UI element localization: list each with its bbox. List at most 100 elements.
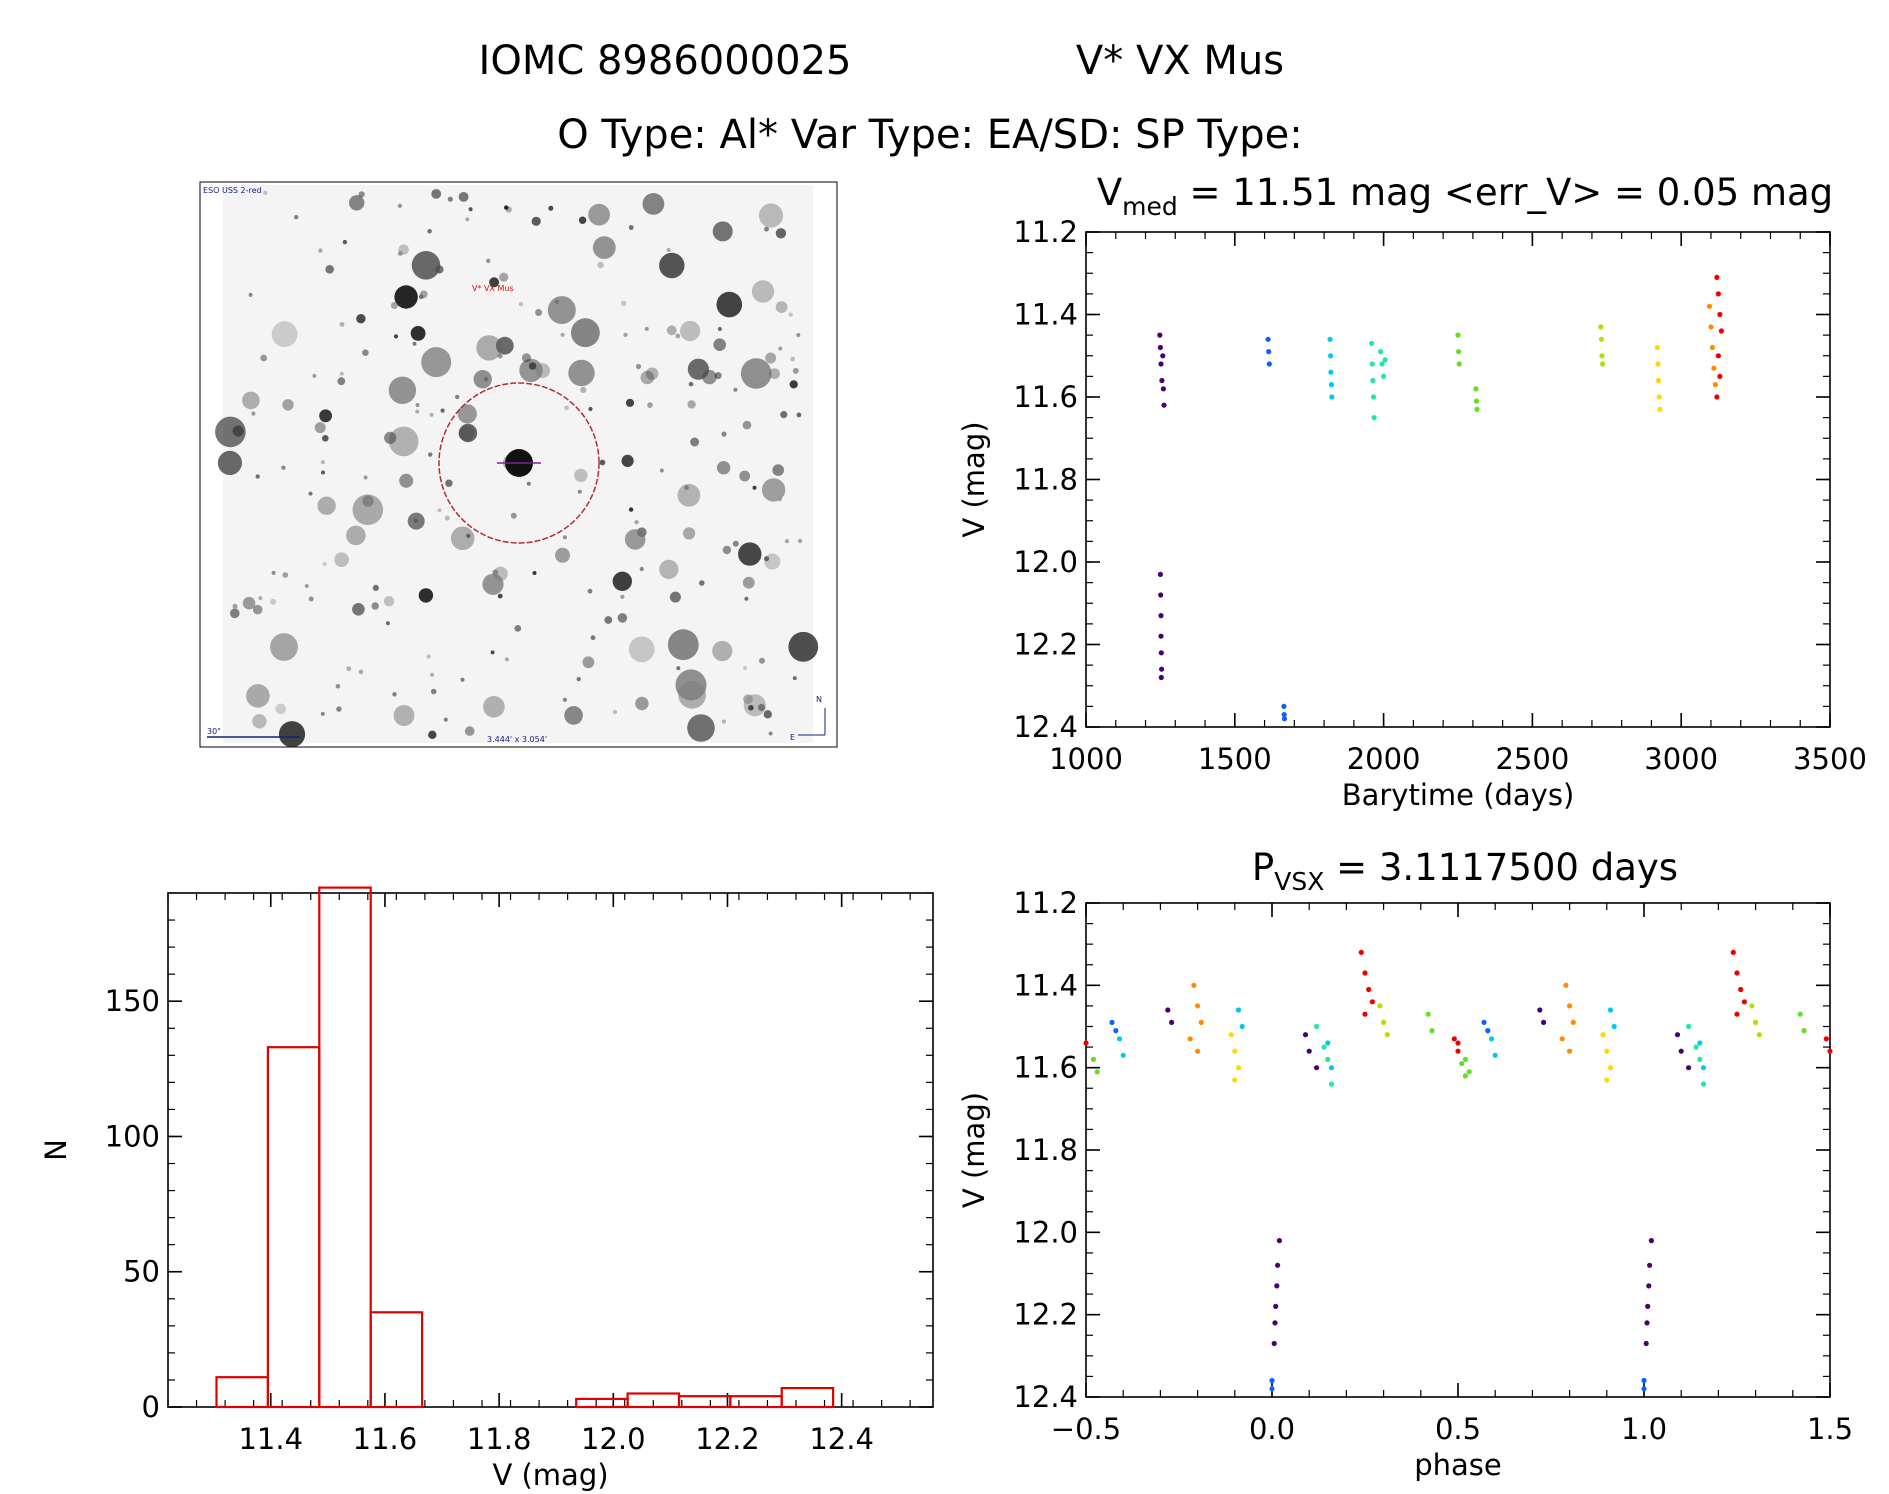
star [769,368,780,380]
x-tick-label: 11.4 [238,1422,303,1456]
data-point [1823,1036,1829,1042]
histogram-bar [575,1397,629,1409]
star [526,481,531,486]
star [486,258,491,263]
star [294,214,299,220]
star [775,301,788,313]
data-point [1559,1036,1565,1042]
star [334,552,349,567]
x-tick-label: 1.0 [1621,1412,1667,1446]
x-tick-label: −0.5 [1051,1412,1121,1446]
star [792,367,799,374]
data-point [1266,361,1272,367]
data-point [1708,324,1714,330]
data-point [1697,1040,1703,1046]
star [758,203,784,228]
star [384,431,397,444]
star [761,478,786,502]
data-point [1329,394,1335,400]
series-group6 [1377,1003,1762,1038]
light-curve-chart: 1000 1500 2000 2500 3000 3500 11.2 11.4 11.6 11.8… [957,171,1867,812]
star [318,248,323,253]
star [639,566,644,572]
y-tick-label: 12.0 [1013,1215,1078,1249]
data-point [1604,1048,1610,1054]
data-point [1641,1377,1647,1384]
star [721,719,727,724]
star-field [215,189,819,748]
target-label: V* VX Mus [472,284,514,293]
data-point [1158,674,1164,681]
data-point [1611,1023,1617,1030]
data-point [1753,1019,1759,1025]
star [217,450,242,475]
star [535,309,543,316]
star [482,573,504,595]
star [252,714,267,729]
star [428,730,437,739]
data-point [1654,344,1660,351]
data-point [1570,1019,1576,1025]
star [659,559,679,580]
data-point [1158,613,1164,619]
star [564,706,583,725]
data-point [1113,1028,1119,1034]
star [562,535,567,540]
star [764,556,770,562]
data-point [1456,361,1462,367]
data-point [1827,1048,1833,1054]
star [548,205,554,211]
data-point [1647,1262,1653,1268]
star [308,491,313,496]
star [642,193,665,215]
star [712,221,733,242]
star [659,468,664,473]
star [716,461,731,475]
star [429,412,434,417]
scale-label: 30" [207,727,221,736]
data-point [1160,353,1166,359]
star [784,539,789,544]
star [684,485,689,490]
data-point [1456,349,1462,355]
histogram-bar [318,886,372,1409]
data-point [1425,1011,1431,1017]
x-tick-label: 0.0 [1249,1412,1295,1446]
y-tick-label: 11.4 [1013,968,1078,1002]
star [562,697,568,702]
x-tick-label: 3500 [1793,742,1867,776]
star [230,608,240,619]
title-object-id: IOMC 8986000025 [479,38,852,84]
data-point [1756,1032,1762,1038]
star [308,596,314,602]
data-point [1730,949,1736,956]
star [628,225,634,230]
data-point [1485,1028,1491,1034]
data-point [1083,1040,1089,1046]
data-point [1314,1065,1320,1071]
star [399,473,414,488]
star [372,584,379,592]
x-tick-label: 1.5 [1807,1412,1853,1446]
data-point [1116,1036,1123,1042]
star [518,301,524,307]
data-point [1657,406,1663,412]
data-point [1541,1019,1547,1025]
series-group6 [1598,324,1606,367]
star [411,250,441,280]
star [258,596,263,601]
star [476,335,502,361]
star [431,189,442,199]
data-point [1455,1048,1461,1054]
star [521,353,532,363]
star [457,404,477,424]
star [780,411,788,419]
star [647,402,653,408]
data-point [1159,666,1165,672]
y-axis-label: N [39,1139,73,1161]
compass: N E [790,695,826,742]
x-tick-label: 1500 [1198,742,1272,776]
data-point [1607,1007,1614,1013]
series-group1 [1165,1007,1692,1347]
